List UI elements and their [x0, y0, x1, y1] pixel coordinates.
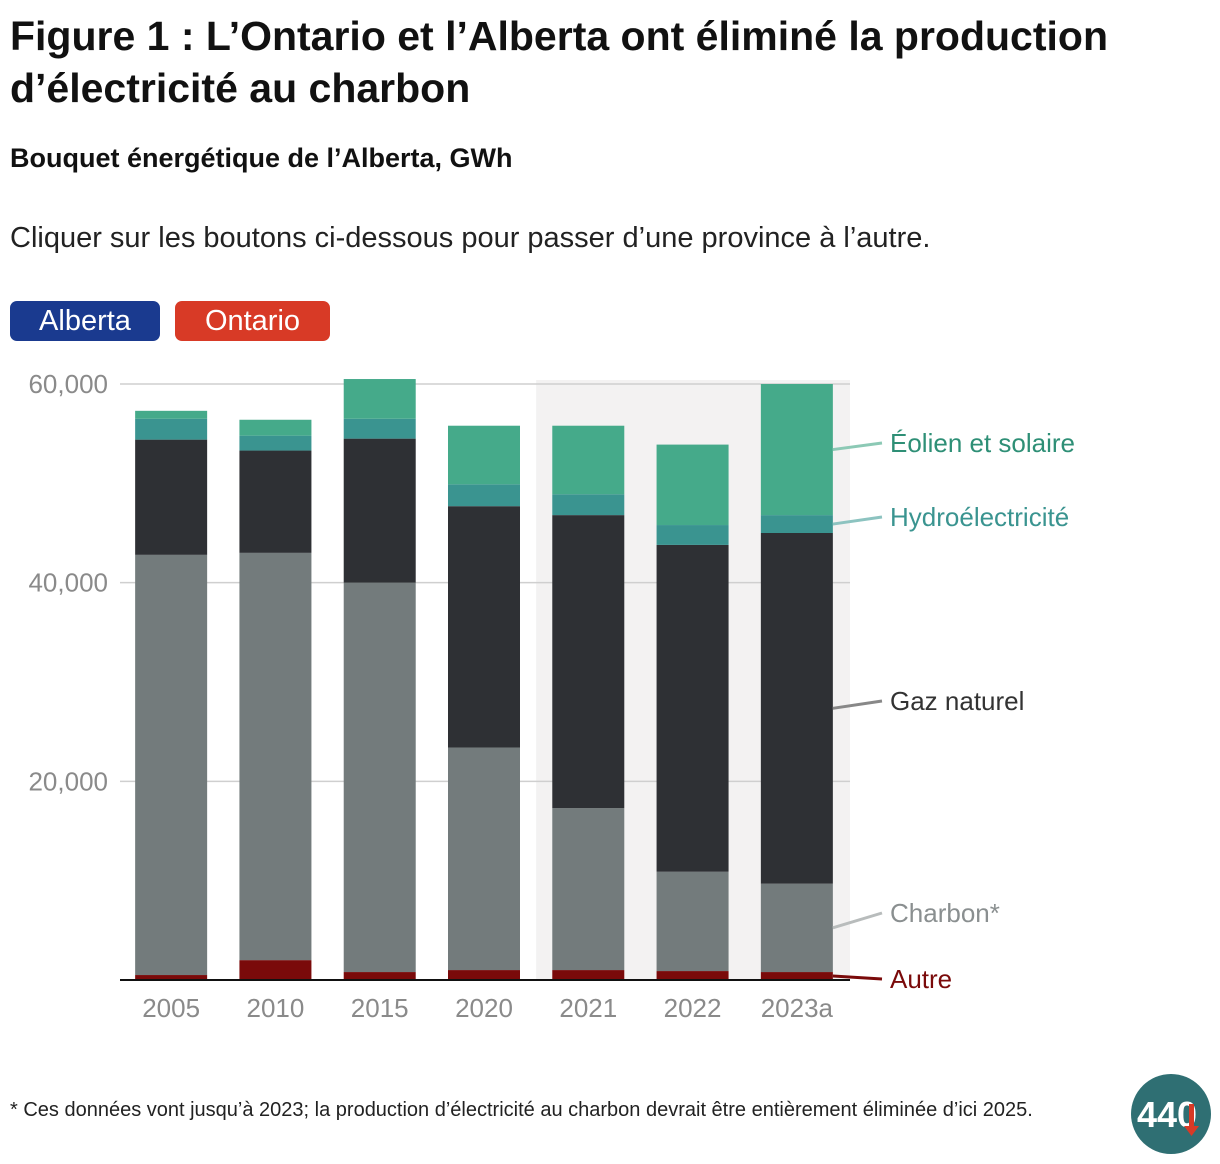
bar-segment-charbon--2010: [239, 552, 312, 961]
bar-segment-hydro-lectricit--2010: [239, 435, 312, 451]
bar-segment-autre-2005: [135, 975, 208, 980]
x-tick-label: 2021: [559, 993, 617, 1023]
bar-segment--olien-et-solaire-2022: [656, 444, 729, 526]
x-tick-label: 2023a: [761, 993, 834, 1023]
series-label: Éolien et solaire: [890, 428, 1075, 458]
bar-segment-autre-2021: [552, 970, 625, 980]
y-tick-label: 60,000: [28, 369, 108, 399]
bar-segment--olien-et-solaire-2015: [343, 379, 416, 419]
x-tick-label: 2015: [351, 993, 409, 1023]
bar-segment-charbon--2023a: [760, 883, 833, 973]
bar-segment-hydro-lectricit--2005: [135, 418, 208, 440]
bar-segment-charbon--2005: [135, 554, 208, 976]
y-tick-label: 20,000: [28, 766, 108, 796]
series-label: Autre: [890, 964, 952, 994]
bar-segment-charbon--2020: [448, 747, 520, 971]
bar-segment-autre-2010: [239, 960, 312, 980]
bar-segment-charbon--2021: [552, 808, 625, 971]
bar-segment-autre-2015: [343, 972, 416, 980]
leader-line-3: [832, 515, 883, 526]
stacked-bar-chart: 20,000 40,000 60,000 2005 2010 2015 2020 2021 20…: [28, 369, 1075, 1023]
x-tick-label: 2010: [247, 993, 305, 1023]
bar-segment-gaz-naturel-2021: [552, 515, 625, 809]
bar-segment--olien-et-solaire-2021: [552, 425, 625, 495]
leader-line-2: [832, 699, 883, 710]
y-tick-label: 40,000: [28, 568, 108, 598]
bar-segment-gaz-naturel-2020: [448, 506, 520, 748]
leader-line-4: [832, 441, 883, 452]
bar-segment-gaz-naturel-2023a: [760, 533, 833, 884]
chart-subtitle: Bouquet énergétique de l’Alberta, GWh: [10, 143, 513, 173]
series-label: Gaz naturel: [890, 686, 1024, 716]
chart-title: Figure 1 : L’Ontario et l’Alberta ont él…: [10, 13, 1108, 111]
ontario-button[interactable]: Ontario: [175, 301, 330, 341]
bar-segment-charbon--2022: [656, 871, 729, 972]
bar-segment--olien-et-solaire-2005: [135, 410, 208, 419]
bar-segment--olien-et-solaire-2020: [448, 425, 520, 485]
bar-segment-autre-2022: [656, 971, 729, 980]
bar-segment-gaz-naturel-2015: [343, 438, 416, 583]
x-tick-label: 2020: [455, 993, 513, 1023]
bar-segment-hydro-lectricit--2022: [656, 525, 729, 545]
bar-segment-gaz-naturel-2022: [656, 544, 729, 872]
x-tick-label: 2022: [664, 993, 722, 1023]
440-logo-icon: 440: [1131, 1074, 1211, 1154]
bar-segment-autre-2020: [448, 970, 520, 980]
instruction-text: Cliquer sur les boutons ci-dessous pour …: [10, 222, 931, 254]
bar-segment-hydro-lectricit--2021: [552, 494, 625, 516]
bar-segment-hydro-lectricit--2020: [448, 484, 520, 507]
bar-segment-charbon--2015: [343, 582, 416, 973]
footnote: * Ces données vont jusqu’à 2023; la prod…: [10, 1099, 1033, 1121]
bar-segment--olien-et-solaire-2010: [239, 419, 312, 436]
bar-segment-gaz-naturel-2010: [239, 450, 312, 553]
alberta-button[interactable]: Alberta: [10, 301, 160, 341]
leader-line-1: [832, 911, 883, 930]
bar-segment-hydro-lectricit--2015: [343, 418, 416, 439]
series-label: Charbon*: [890, 898, 1000, 928]
bar-segment-gaz-naturel-2005: [135, 439, 208, 555]
bar-segment-autre-2023a: [760, 972, 833, 980]
leader-line-0: [832, 974, 883, 981]
bar-segment--olien-et-solaire-2023a: [760, 384, 833, 516]
x-tick-label: 2005: [142, 993, 200, 1023]
series-label: Hydroélectricité: [890, 502, 1069, 532]
bar-segment-hydro-lectricit--2023a: [760, 515, 833, 533]
